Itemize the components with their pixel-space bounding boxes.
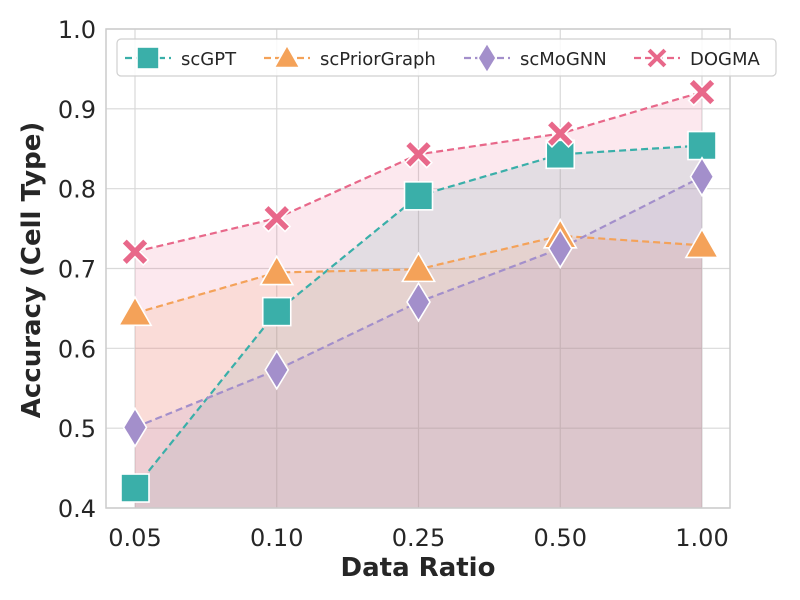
marker-scPriorGraph — [259, 254, 295, 286]
marker-scMoGNN — [122, 406, 148, 448]
marker-DOGMA — [262, 203, 292, 233]
marker-scGPT — [120, 473, 150, 503]
marker-scPriorGraph — [401, 251, 436, 283]
x-tick-labels: 0.05 0.10 0.25 0.50 1.00 — [108, 524, 728, 552]
marker-scMoGNN — [547, 228, 573, 269]
x-axis-title: Data Ratio — [341, 553, 496, 583]
marker-scMoGNN — [264, 349, 290, 391]
x-tick-label: 1.00 — [675, 524, 728, 552]
y-tick-label: 0.4 — [58, 495, 96, 523]
legend-marker-scGPT — [136, 46, 160, 70]
legend-marker-scPriorGraph — [272, 43, 302, 69]
marker-scGPT — [261, 296, 292, 327]
x-tick-label: 0.10 — [250, 524, 303, 552]
marker-scGPT — [687, 130, 717, 161]
y-tick-labels: 0.4 0.5 0.6 0.7 0.8 0.9 1.0 — [58, 16, 96, 523]
marker-DOGMA — [687, 77, 717, 107]
marker-scPriorGraph — [684, 227, 720, 259]
series-markers — [117, 77, 720, 503]
x-tick-label: 0.25 — [392, 524, 445, 552]
marker-DOGMA — [545, 119, 575, 149]
marker-scPriorGraph — [117, 295, 153, 327]
marker-scMoGNN — [406, 281, 431, 323]
y-tick-label: 0.6 — [58, 335, 96, 363]
marker-DOGMA — [120, 237, 150, 267]
y-tick-label: 0.7 — [58, 256, 96, 284]
y-tick-label: 0.9 — [58, 96, 96, 124]
y-tick-label: 1.0 — [58, 16, 96, 44]
y-tick-label: 0.8 — [58, 176, 96, 204]
legend: scGPT scPriorGraph scMoGNN DOGMA — [116, 38, 777, 77]
legend-label-DOGMA: DOGMA — [690, 49, 761, 70]
marker-scGPT — [403, 181, 434, 211]
legend-label-scMoGNN: scMoGNN — [520, 49, 607, 70]
legend-label-scPriorGraph: scPriorGraph — [320, 49, 436, 70]
marker-DOGMA — [404, 139, 433, 169]
marker-scMoGNN — [689, 156, 715, 198]
y-tick-label: 0.5 — [58, 415, 96, 443]
x-tick-label: 0.05 — [108, 524, 161, 552]
legend-marker-DOGMA — [645, 46, 669, 70]
legend-marker-scMoGNN — [477, 41, 497, 75]
x-tick-label: 0.50 — [534, 524, 587, 552]
legend-label-scGPT: scGPT — [181, 49, 237, 70]
y-axis-title: Accuracy (Cell Type) — [17, 122, 47, 418]
plot-frame — [105, 28, 731, 509]
